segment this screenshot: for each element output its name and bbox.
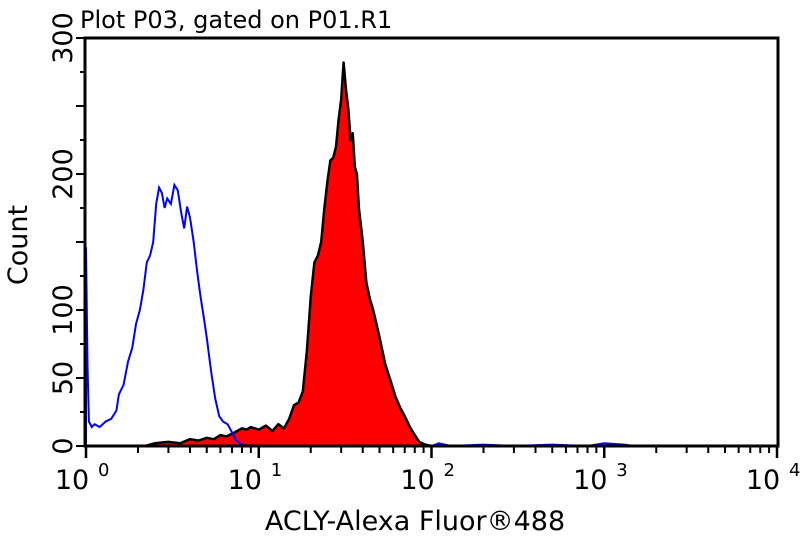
x-tick-exponent: 3 bbox=[616, 460, 627, 481]
y-tick-label: 50 bbox=[48, 361, 79, 395]
y-tick-label: 200 bbox=[48, 148, 79, 200]
x-tick-exponent: 4 bbox=[789, 460, 800, 481]
stained-histogram bbox=[143, 61, 433, 448]
x-tick-label: 10 bbox=[746, 465, 780, 496]
plot-frame bbox=[83, 36, 780, 448]
x-tick-label: 10 bbox=[573, 465, 607, 496]
y-tick-label: 0 bbox=[48, 437, 79, 454]
y-tick-label: 100 bbox=[48, 284, 79, 336]
x-tick-exponent: 2 bbox=[444, 460, 455, 481]
y-tick-label: 300 bbox=[48, 12, 79, 64]
x-axis-label: ACLY-Alexa Fluor®488 bbox=[265, 506, 565, 537]
x-tick-label: 10 bbox=[228, 465, 262, 496]
y-axis-label: Count bbox=[3, 205, 34, 285]
x-tick-label: 10 bbox=[400, 465, 434, 496]
chart-title: Plot P03, gated on P01.R1 bbox=[80, 6, 392, 34]
x-tick-label: 10 bbox=[55, 465, 89, 496]
x-tick-exponent: 1 bbox=[271, 460, 282, 481]
x-tick-exponent: 0 bbox=[98, 460, 109, 481]
